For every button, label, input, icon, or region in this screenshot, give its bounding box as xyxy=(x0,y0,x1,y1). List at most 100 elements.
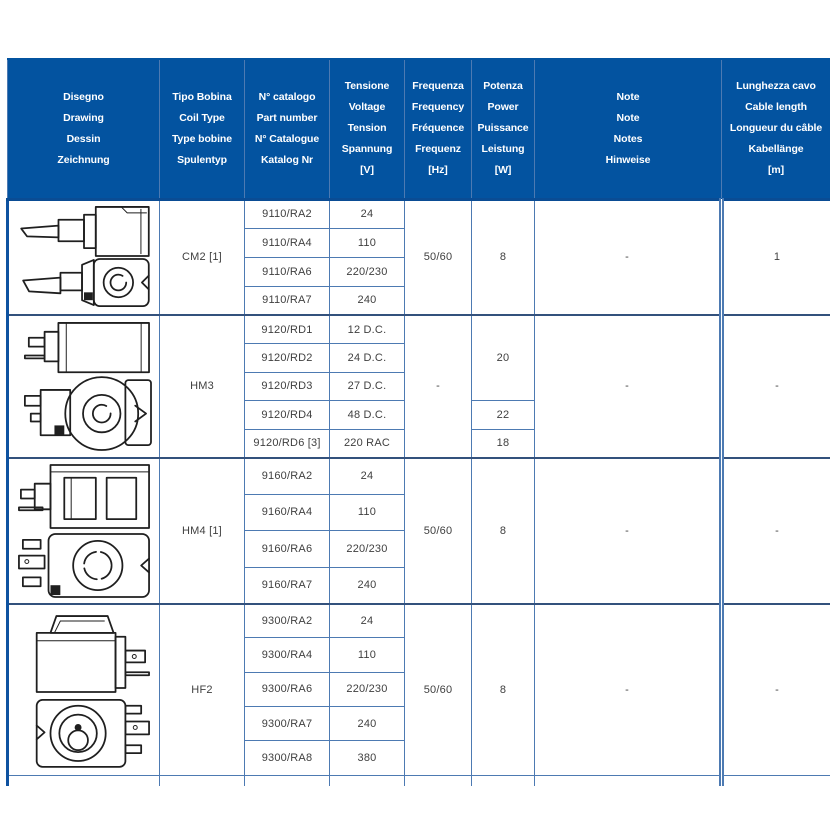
cell-coil-type: HM3 xyxy=(159,314,245,458)
cell-frequency: 50/60 xyxy=(404,198,472,316)
cell-frequency: 50/60 xyxy=(404,456,472,604)
cell-empty xyxy=(244,774,330,786)
cell-power: 8 xyxy=(471,602,535,776)
cell-voltage: 27 D.C. xyxy=(329,371,405,401)
cell-empty xyxy=(404,774,472,786)
cell-voltage: 12 D.C. xyxy=(329,314,405,344)
header-coil-type: Tipo Bobina Coil Type Type bobine Spulen… xyxy=(159,58,245,201)
cell-cable-length: 1 xyxy=(719,198,830,316)
table-row: 9300/RA4 110 xyxy=(8,637,831,673)
cell-part-number: 9300/RA7 xyxy=(244,705,330,742)
table-row: 9110/RA7 240 xyxy=(8,285,831,316)
hm3-coil-two-views-drawing xyxy=(23,322,152,452)
table-row: HM4 [1] 9160/RA2 24 50/60 8 - - xyxy=(6,456,830,604)
cell-voltage: 24 xyxy=(329,198,405,229)
cell-part-number: 9120/RD3 xyxy=(244,371,330,401)
cell-empty xyxy=(719,774,830,786)
cell-coil-type: HM4 [1] xyxy=(159,456,245,604)
table-row: 9160/RA7 240 xyxy=(8,566,831,604)
cell-cable-length: - xyxy=(719,314,830,458)
cell-voltage: 48 D.C. xyxy=(329,400,405,430)
hm4-coil-two-views-drawing xyxy=(18,463,150,598)
cell-voltage: 220/230 xyxy=(329,530,405,568)
table-header-row: Disegno Drawing Dessin Zeichnung Tipo Bo… xyxy=(7,58,830,201)
cell-drawing-hm4 xyxy=(6,456,160,604)
cell-empty xyxy=(534,774,722,786)
cell-part-number: 9160/RA6 xyxy=(244,530,330,568)
cell-power: 22 xyxy=(471,400,535,430)
table-row: 9120/RD2 24 D.C. xyxy=(8,343,831,373)
table-row: 9110/RA4 110 xyxy=(8,227,831,258)
cell-frequency: - xyxy=(404,314,472,458)
cell-power: 18 xyxy=(471,428,535,458)
cell-drawing-hf2 xyxy=(6,602,160,776)
cell-voltage: 110 xyxy=(329,227,405,258)
coil-spec-table-wrap: Disegno Drawing Dessin Zeichnung Tipo Bo… xyxy=(6,58,830,786)
cell-note: - xyxy=(534,314,722,458)
header-power: Potenza Power Puissance Leistung [W] xyxy=(471,58,535,201)
cell-voltage: 220/230 xyxy=(329,671,405,707)
cell-part-number: 9120/RD6 [3] xyxy=(244,428,330,458)
cell-cable-length: - xyxy=(719,602,830,776)
cell-voltage: 240 xyxy=(329,285,405,316)
hf2-coil-two-views-drawing xyxy=(35,614,150,768)
cell-drawing-hm3 xyxy=(6,314,160,458)
cell-voltage: 110 xyxy=(329,493,405,531)
cell-voltage: 220 RAC xyxy=(329,428,405,458)
cell-part-number: 9110/RA7 xyxy=(244,285,330,316)
cell-note: - xyxy=(534,198,722,316)
cell-power: 8 xyxy=(471,456,535,604)
coil-spec-table: Disegno Drawing Dessin Zeichnung Tipo Bo… xyxy=(6,58,830,786)
cell-voltage: 220/230 xyxy=(329,256,405,287)
cell-note: - xyxy=(534,456,722,604)
cell-empty xyxy=(6,774,160,786)
header-voltage: Tensione Voltage Tension Spannung [V] xyxy=(329,58,405,201)
cell-cable-length: - xyxy=(719,456,830,604)
cell-frequency: 50/60 xyxy=(404,602,472,776)
cell-part-number: 9120/RD4 xyxy=(244,400,330,430)
table-row: 9300/RA6 220/230 xyxy=(8,671,831,707)
cell-part-number: 9110/RA6 xyxy=(244,256,330,287)
table-row: 9300/RA7 240 xyxy=(8,705,831,742)
cell-power: 20 xyxy=(471,314,535,401)
cell-part-number: 9120/RD1 xyxy=(244,314,330,344)
table-row: 9120/RD3 27 D.C. xyxy=(8,371,831,401)
cell-coil-type: HF2 xyxy=(159,602,245,776)
cell-voltage: 380 xyxy=(329,740,405,776)
table-row: HF2 9300/RA2 24 50/60 8 - - xyxy=(6,602,830,776)
cell-part-number: 9300/RA6 xyxy=(244,671,330,707)
cell-empty xyxy=(471,774,535,786)
cell-part-number: 9120/RD2 xyxy=(244,343,330,373)
cell-coil-type: CM2 [1] xyxy=(159,198,245,316)
cell-part-number: 9110/RA2 xyxy=(244,198,330,229)
cell-voltage: 240 xyxy=(329,566,405,604)
header-part-number: N° catalogo Part number N° Catalogue Kat… xyxy=(244,58,330,201)
cell-empty xyxy=(159,774,245,786)
cell-voltage: 110 xyxy=(329,637,405,673)
cell-part-number: 9160/RA2 xyxy=(244,456,330,495)
table-row: 9160/RA4 110 xyxy=(8,493,831,531)
table-row-clipped xyxy=(6,774,830,786)
cell-voltage: 24 xyxy=(329,602,405,639)
cell-part-number: 9300/RA4 xyxy=(244,637,330,673)
cm2-coil-two-views-drawing xyxy=(20,206,150,308)
cell-part-number: 9160/RA7 xyxy=(244,566,330,604)
header-frequency: Frequenza Frequency Fréquence Frequenz [… xyxy=(404,58,472,201)
table-row: 9110/RA6 220/230 xyxy=(8,256,831,287)
cell-part-number: 9160/RA4 xyxy=(244,493,330,531)
cell-part-number: 9300/RA2 xyxy=(244,602,330,639)
table-row: CM2 [1] 9110/RA2 24 50/60 8 - 1 xyxy=(6,198,830,316)
cell-power: 8 xyxy=(471,198,535,316)
cell-part-number: 9110/RA4 xyxy=(244,227,330,258)
header-cable-length: Lunghezza cavo Cable length Longueur du … xyxy=(721,58,830,201)
cell-part-number: 9300/RA8 xyxy=(244,740,330,776)
cell-empty xyxy=(329,774,405,786)
table-row: HM3 9120/RD1 12 D.C. - 20 - - xyxy=(6,314,830,458)
header-note: Note Note Notes Hinweise xyxy=(534,58,722,201)
header-drawing: Disegno Drawing Dessin Zeichnung xyxy=(7,58,160,201)
cell-voltage: 240 xyxy=(329,705,405,742)
table-row: 9300/RA8 380 xyxy=(8,740,831,776)
cell-note: - xyxy=(534,602,722,776)
cell-voltage: 24 D.C. xyxy=(329,343,405,373)
